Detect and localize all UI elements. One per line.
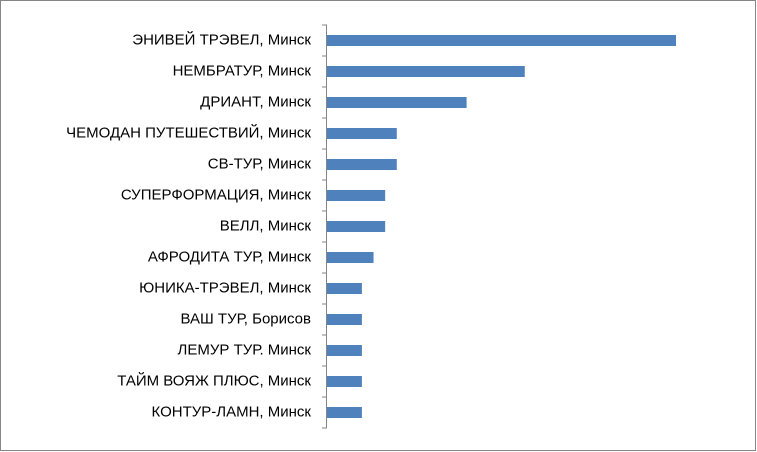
bar — [327, 159, 397, 170]
y-tick-label: ЧЕМОДАН ПУТЕШЕСТВИЙ, Минск — [66, 123, 311, 141]
bar — [327, 190, 386, 201]
bar — [327, 128, 397, 139]
y-tick-label: СВ-ТУР, Минск — [208, 155, 312, 172]
bar — [327, 376, 362, 387]
bar — [327, 66, 525, 77]
y-tick-label: СУПЕРФОРМАЦИЯ, Минск — [121, 186, 312, 203]
y-tick-label: АФРОДИТА ТУР, Минск — [148, 248, 312, 265]
y-tick-label: КОНТУР-ЛАМН, Минск — [152, 403, 312, 420]
bar — [327, 314, 362, 325]
y-tick-label: ВЕЛЛ, Минск — [220, 217, 312, 234]
y-tick-label: ЮНИКА-ТРЭВЕЛ, Минск — [139, 279, 311, 296]
bar — [327, 345, 362, 356]
bar — [327, 252, 374, 263]
y-tick-label: ЭНИВЕЙ ТРЭВЕЛ, Минск — [132, 30, 311, 48]
bar — [327, 407, 362, 418]
bar — [327, 97, 467, 108]
bar — [327, 35, 676, 46]
y-tick-label: ЛЕМУР ТУР. Минск — [178, 341, 312, 358]
bar — [327, 221, 386, 232]
y-tick-label: ДРИАНТ, Минск — [200, 93, 311, 110]
bar — [327, 283, 362, 294]
y-tick-label: ВАШ ТУР, Борисов — [180, 310, 311, 327]
y-tick-label: НЕМБРАТУР, Минск — [173, 62, 312, 79]
y-tick-label: ТАЙМ ВОЯЖ ПЛЮС, Минск — [117, 371, 311, 389]
